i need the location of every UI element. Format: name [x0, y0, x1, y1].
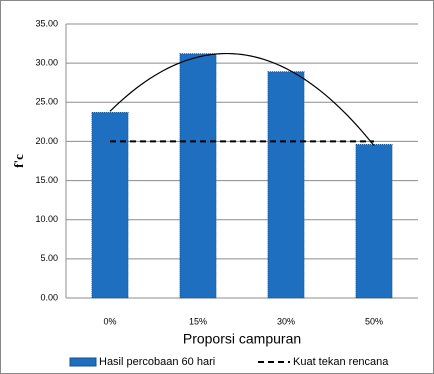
y-tick-label: 0.00: [40, 292, 58, 302]
y-tick-label: 5.00: [40, 253, 58, 263]
y-tick-label: 25.00: [35, 97, 58, 107]
legend-label: Kuat tekan rencana: [293, 356, 389, 368]
bar: [91, 111, 129, 299]
x-tick-label: 15%: [189, 316, 207, 326]
legend-swatch: [69, 357, 97, 367]
x-tick-label: 30%: [277, 316, 295, 326]
bar: [267, 71, 305, 299]
trendline: [109, 52, 375, 147]
x-tick-label: 50%: [365, 316, 383, 326]
y-tick-label: 35.00: [35, 18, 58, 28]
y-tick-label: 30.00: [35, 58, 58, 68]
y-tick-label: 10.00: [35, 214, 58, 224]
y-tick-label: 15.00: [35, 175, 58, 185]
bar: [355, 144, 393, 299]
x-axis-label: Proporsi campuran: [183, 331, 301, 347]
legend-label: Hasil percobaan 60 hari: [99, 356, 215, 368]
bar: [179, 53, 217, 299]
x-tick-label: 0%: [103, 316, 116, 326]
y-axis-label: f'c: [11, 154, 26, 168]
y-tick-label: 20.00: [35, 136, 58, 146]
